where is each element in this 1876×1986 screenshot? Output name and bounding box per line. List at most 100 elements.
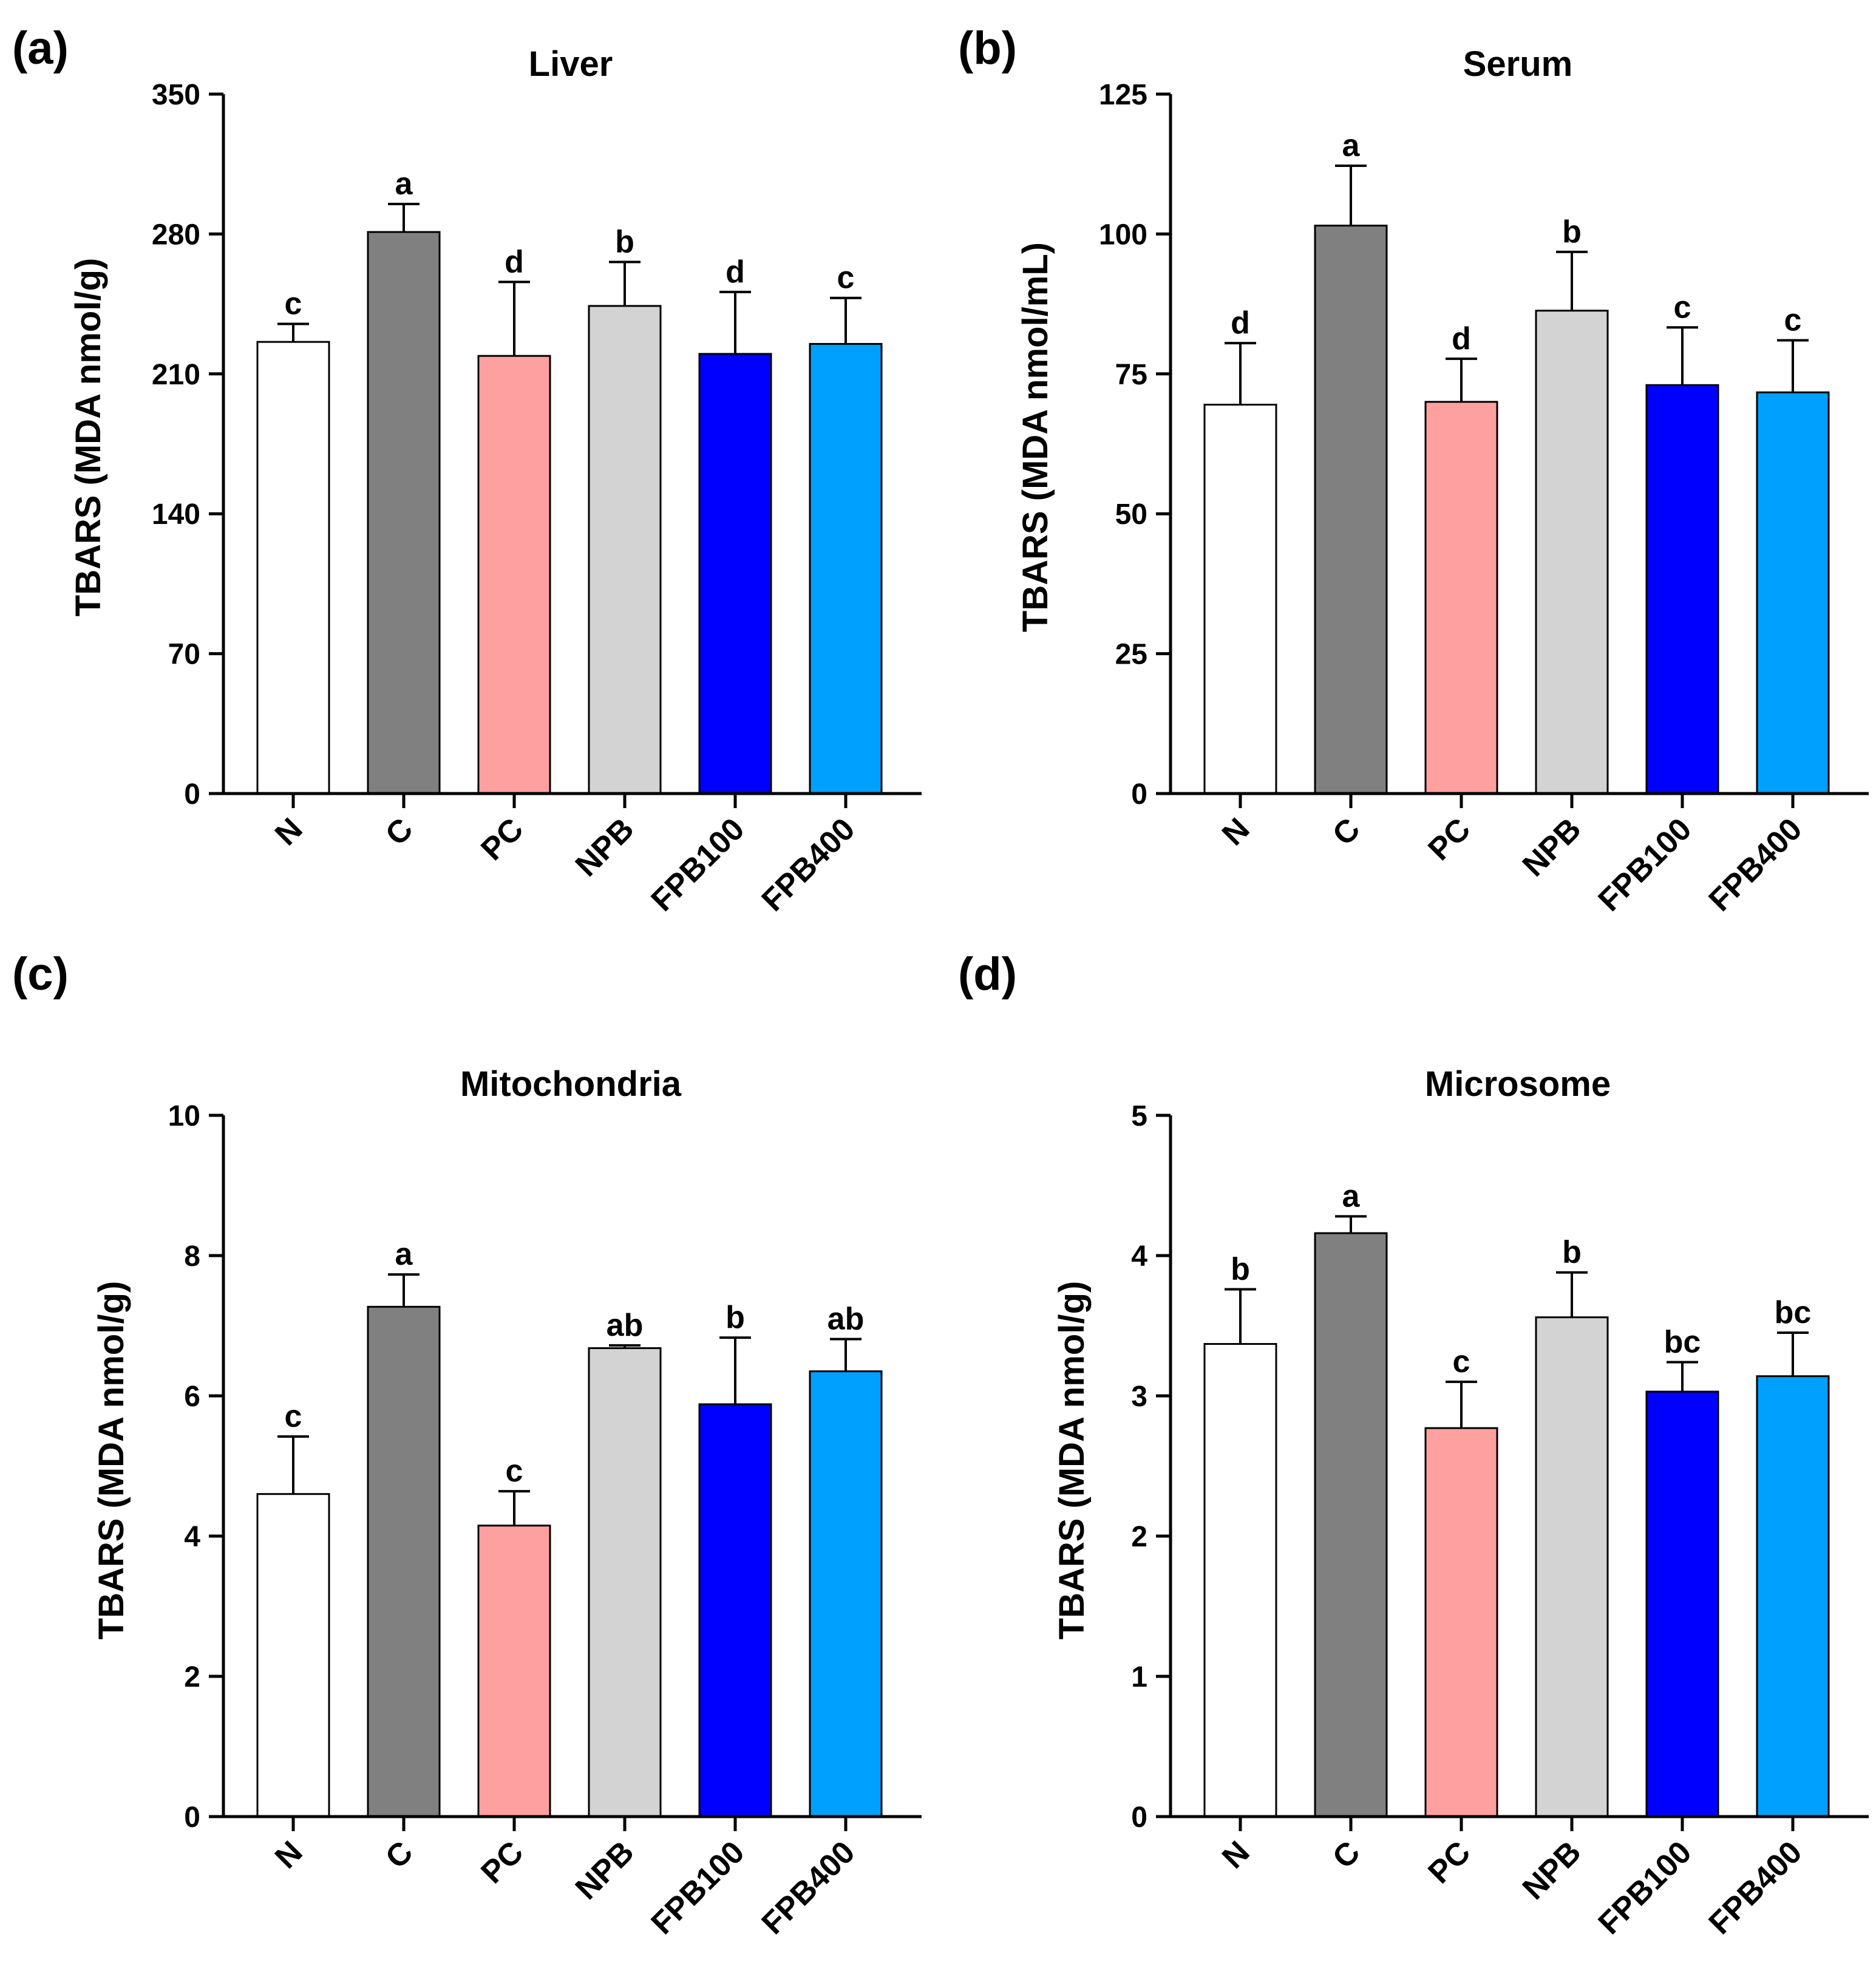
- category-label: PC: [474, 1834, 530, 1890]
- bar-pc: [1424, 401, 1498, 795]
- y-tick-label: 140: [152, 498, 200, 531]
- plot-area: 0 2 4 6 8 10 c Na Cc PC ab NPB b FPB100 ab FPB400: [168, 1100, 922, 1941]
- y-axis-label: TBARS (MDA nmol/g): [92, 1281, 131, 1640]
- y-axis-label: TBARS (MDA nmol/g): [1052, 1281, 1092, 1640]
- y-tick-label: 280: [152, 219, 200, 251]
- chart-title: Microsome: [1425, 1064, 1611, 1104]
- panel-mitochondria: (c) Mitochondria TBARS (MDA nmol/g) 0 2 4 6…: [12, 948, 922, 1941]
- significance-label: c: [1784, 303, 1802, 338]
- y-tick-label: 2: [184, 1661, 200, 1693]
- significance-label: d: [1452, 321, 1471, 356]
- y-tick-label: 1: [1131, 1661, 1147, 1693]
- significance-label: b: [1231, 1251, 1250, 1287]
- significance-label: d: [726, 254, 745, 290]
- significance-label: b: [1562, 214, 1582, 250]
- bar-n: [256, 1493, 330, 1818]
- bar-fpb100: [698, 353, 772, 795]
- bar-fpb400: [1756, 391, 1830, 795]
- bar-c: [367, 1305, 441, 1818]
- category-label: FPB100: [645, 1834, 752, 1941]
- y-tick-label: 25: [1115, 639, 1147, 671]
- chart-title: Mitochondria: [460, 1064, 682, 1104]
- bar-c: [367, 231, 441, 795]
- y-tick-label: 0: [1131, 778, 1147, 811]
- significance-label: b: [726, 1300, 745, 1335]
- category-label: PC: [1421, 1834, 1477, 1890]
- panel-label: (b): [958, 22, 1017, 74]
- category-label: PC: [1421, 811, 1477, 867]
- bar-c: [1314, 1232, 1388, 1818]
- panel-microsome: (d) Microsome TBARS (MDA nmol/g) 0 1 2 3 4 5 b…: [958, 948, 1869, 1941]
- bar-n: [1203, 1343, 1277, 1818]
- bar-n: [256, 341, 330, 795]
- category-label: N: [268, 811, 310, 852]
- y-tick-label: 4: [184, 1521, 200, 1553]
- category-label: NPB: [1516, 1834, 1588, 1906]
- y-tick-label: 125: [1099, 79, 1147, 111]
- category-label: PC: [474, 811, 530, 867]
- y-tick-label: 210: [152, 359, 200, 391]
- significance-label: c: [506, 1454, 523, 1489]
- bar-fpb400: [1756, 1375, 1830, 1818]
- y-tick-label: 100: [1099, 219, 1147, 251]
- significance-label: b: [1562, 1235, 1582, 1270]
- significance-label: b: [615, 224, 634, 259]
- panel-liver: (a) Liver TBARS (MDA nmol/g) 0 70 140 210 28…: [12, 22, 922, 918]
- significance-label: ab: [828, 1301, 865, 1336]
- significance-label: a: [1342, 1178, 1361, 1214]
- category-label: C: [379, 811, 420, 852]
- significance-label: ab: [607, 1308, 644, 1343]
- category-label: NPB: [569, 811, 641, 883]
- y-tick-label: 0: [184, 778, 200, 811]
- y-tick-label: 75: [1115, 359, 1147, 391]
- y-tick-label: 2: [1131, 1521, 1147, 1553]
- bar-n: [1203, 403, 1277, 795]
- significance-label: a: [1342, 128, 1361, 163]
- bar-npb: [588, 1347, 662, 1818]
- bar-c: [1314, 225, 1388, 795]
- y-tick-label: 8: [184, 1240, 200, 1273]
- category-label: FPB400: [1702, 811, 1809, 918]
- plot-area: 0 70 140 210 280 350 c Na Cd PC b NPB d FPB100 c FPB400: [152, 79, 922, 918]
- category-label: FPB100: [645, 811, 752, 918]
- panel-label: (d): [958, 948, 1017, 1000]
- bar-pc: [477, 355, 551, 795]
- category-label: C: [1326, 1834, 1367, 1875]
- y-tick-label: 0: [184, 1801, 200, 1834]
- significance-label: bc: [1775, 1295, 1812, 1330]
- category-label: FPB400: [1702, 1834, 1809, 1941]
- significance-label: c: [285, 287, 302, 322]
- bar-fpb100: [1645, 384, 1719, 795]
- bar-fpb400: [809, 342, 883, 795]
- significance-label: c: [1453, 1344, 1470, 1379]
- category-label: C: [379, 1834, 420, 1875]
- category-label: NPB: [1516, 811, 1588, 883]
- panel-label: (c): [12, 948, 69, 1000]
- y-tick-label: 70: [168, 639, 200, 671]
- significance-label: d: [505, 244, 524, 279]
- category-label: FPB100: [1592, 811, 1699, 918]
- y-tick-label: 6: [184, 1381, 200, 1413]
- panel-label: (a): [12, 22, 69, 74]
- y-tick-label: 350: [152, 79, 200, 111]
- y-axis-label: TBARS (MDA nmol/g): [69, 258, 108, 617]
- category-label: N: [1215, 811, 1257, 852]
- y-tick-label: 3: [1131, 1381, 1147, 1413]
- bar-npb: [1535, 310, 1609, 795]
- significance-label: d: [1231, 305, 1250, 341]
- y-tick-label: 4: [1131, 1240, 1147, 1273]
- category-label: N: [1215, 1834, 1257, 1875]
- plot-area: 0 25 50 75 100 125 d Na Cd PC b NPB c FPB100 c FPB400: [1099, 79, 1869, 918]
- chart-title: Serum: [1463, 44, 1573, 84]
- significance-label: c: [285, 1399, 302, 1434]
- category-label: FPB100: [1592, 1834, 1699, 1941]
- chart-title: Liver: [529, 44, 613, 84]
- bar-fpb400: [809, 1370, 883, 1818]
- y-tick-label: 5: [1131, 1100, 1147, 1132]
- category-label: FPB400: [755, 1834, 862, 1941]
- bar-fpb100: [698, 1403, 772, 1818]
- significance-label: a: [395, 1237, 413, 1272]
- significance-label: a: [395, 166, 413, 202]
- panel-serum: (b) Serum TBARS (MDA nmol/mL) 0 25 50 75 100…: [958, 22, 1869, 918]
